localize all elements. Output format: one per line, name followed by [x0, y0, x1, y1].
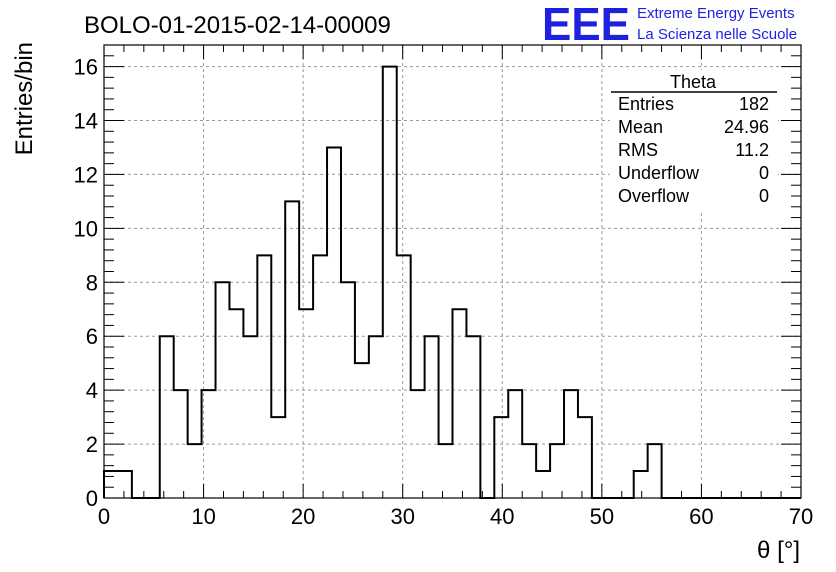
y-tick-labels: 0 2 4 6 8 10 12 14 16 — [74, 55, 98, 511]
eee-logo: EEE Extreme Energy Events La Scienza nel… — [542, 0, 797, 50]
stats-row-value: 0 — [759, 186, 769, 206]
stats-row-value: 0 — [759, 163, 769, 183]
stats-row-label: Overflow — [618, 186, 690, 206]
x-tick-label: 0 — [98, 504, 110, 529]
stats-row-label: Entries — [618, 94, 674, 114]
x-tick-label: 30 — [390, 504, 414, 529]
y-tick-label: 4 — [86, 378, 98, 403]
x-tick-label: 40 — [490, 504, 514, 529]
y-tick-label: 16 — [74, 55, 98, 80]
x-tick-label: 50 — [590, 504, 614, 529]
y-axis-label: Entries/bin — [11, 42, 38, 155]
stats-row-value: 24.96 — [724, 117, 769, 137]
x-tick-label: 70 — [789, 504, 813, 529]
x-tick-labels: 0 10 20 30 40 50 60 70 — [98, 504, 813, 529]
stats-title: Theta — [670, 72, 717, 92]
y-tick-label: 2 — [86, 432, 98, 457]
stats-row-label: RMS — [618, 140, 658, 160]
y-tick-label: 12 — [74, 162, 98, 187]
x-axis-label: θ [°] — [757, 537, 800, 564]
y-tick-label: 0 — [86, 486, 98, 511]
plot-frame — [103, 44, 802, 499]
stats-rows: Entries 182 Mean 24.96 RMS 11.2 Underflow 0 Over… — [618, 94, 769, 206]
x-tick-label: 10 — [191, 504, 215, 529]
stats-row-label: Mean — [618, 117, 663, 137]
eee-logo-line2: La Scienza nelle Scuole — [637, 26, 797, 43]
stats-row-value: 182 — [739, 94, 769, 114]
y-tick-label: 8 — [86, 270, 98, 295]
stats-box-background — [610, 70, 778, 210]
axis-ticks — [103, 44, 802, 499]
y-tick-label: 14 — [74, 109, 98, 134]
x-tick-label: 20 — [291, 504, 315, 529]
chart-title: BOLO-01-2015-02-14-00009 — [84, 12, 391, 39]
x-tick-label: 60 — [689, 504, 713, 529]
stats-row-label: Underflow — [618, 163, 700, 183]
stats-box: Theta Entries 182 Mean 24.96 RMS 11.2 Underflo… — [610, 70, 778, 210]
stats-row-value: 11.2 — [735, 140, 769, 160]
histogram-outline — [103, 65, 801, 499]
eee-logo-line1: Extreme Energy Events — [637, 5, 795, 22]
y-tick-label: 6 — [86, 324, 98, 349]
y-tick-label: 10 — [74, 216, 98, 241]
eee-logo-mark: EEE — [542, 0, 630, 50]
